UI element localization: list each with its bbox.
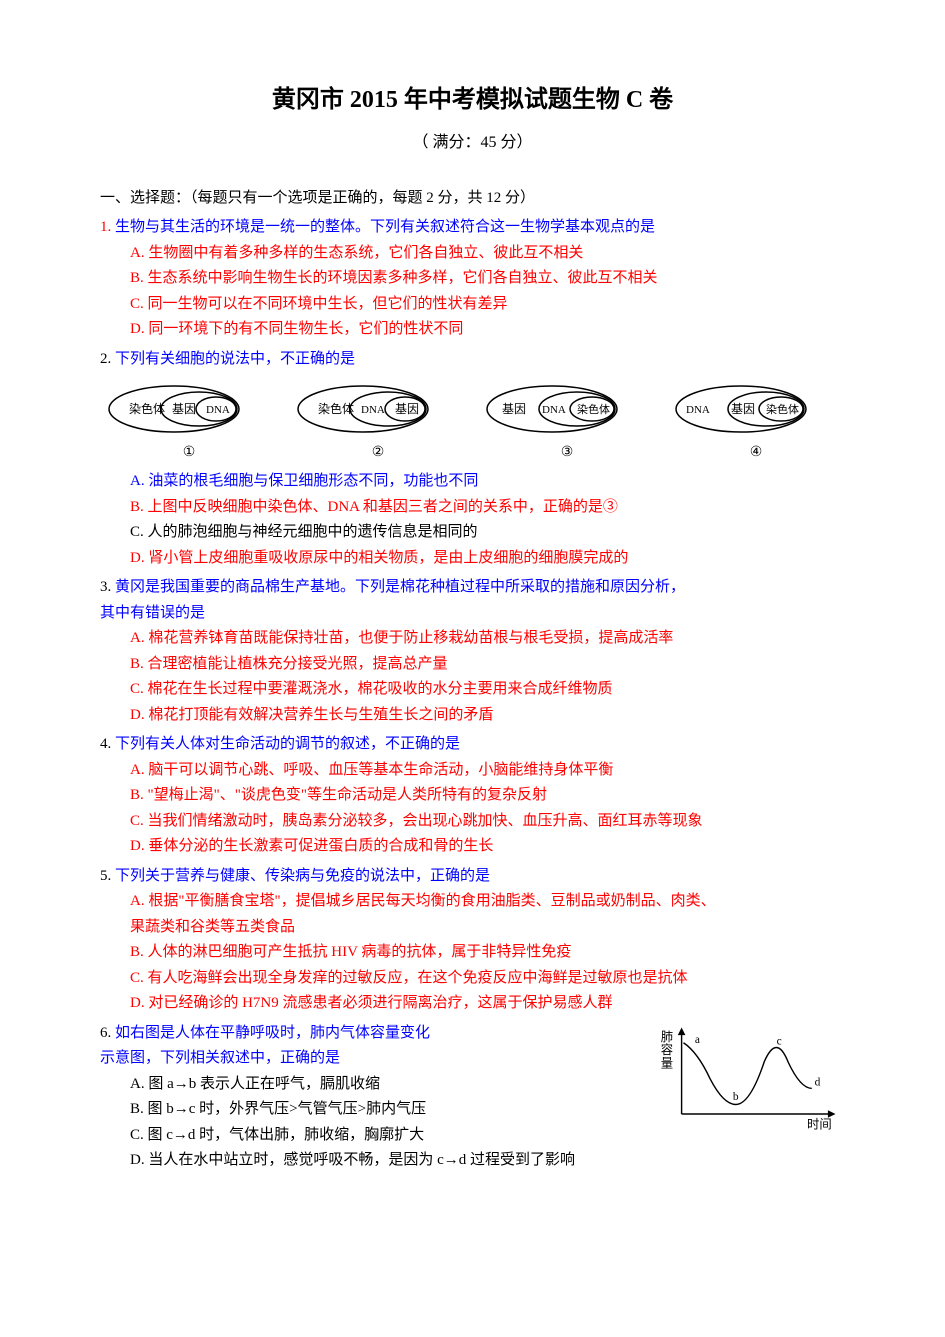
chart-point-d: d xyxy=(815,1076,821,1088)
svg-text:染色体: 染色体 xyxy=(318,401,354,416)
q1-stem: 生物与其生活的环境是一统一的整体。下列有关叙述符合这一生物学基本观点的是 xyxy=(115,219,655,235)
q2-option-b: B. 上图中反映细胞中染色体、DNA 和基因三者之间的关系中，正确的是③ xyxy=(100,495,845,521)
q3-option-b: B. 合理密植能让植株充分接受光照，提高总产量 xyxy=(100,652,845,678)
q4-num: 4. xyxy=(100,736,115,752)
chart-ylabel-2: 容 xyxy=(661,1042,673,1057)
q1-option-a: A. 生物圈中有着多种多样的生态系统，它们各自独立、彼此互不相关 xyxy=(100,241,845,267)
q1-option-b: B. 生态系统中影响生物生长的环境因素多种多样，它们各自独立、彼此互不相关 xyxy=(100,266,845,292)
svg-text:染色体: 染色体 xyxy=(766,402,799,416)
venn-label-1: ① xyxy=(183,441,196,465)
chart-point-c: c xyxy=(777,1035,782,1047)
q2-stem: 下列有关细胞的说法中，不正确的是 xyxy=(115,351,355,367)
venn1-inner: DNA xyxy=(206,404,230,416)
q2-num: 2. xyxy=(100,351,115,367)
q3-option-c: C. 棉花在生长过程中要灌溉浇水，棉花吸收的水分主要用来合成纤维物质 xyxy=(100,677,845,703)
q3-stem2: 其中有错误的是 xyxy=(100,601,845,627)
q6-option-d: D. 当人在水中站立时，感觉呼吸不畅，是因为 c→d 过程受到了影响 xyxy=(100,1148,845,1174)
q1-option-c: C. 同一生物可以在不同环境中生长，但它们的性状有差异 xyxy=(100,292,845,318)
q1-option-d: D. 同一环境下的有不同生物生长，它们的性状不同 xyxy=(100,317,845,343)
venn-label-3: ③ xyxy=(561,441,574,465)
q5-stem: 下列关于营养与健康、传染病与免疫的说法中，正确的是 xyxy=(115,868,490,884)
chart-point-a: a xyxy=(695,1034,700,1046)
svg-text:基因: 基因 xyxy=(395,402,419,416)
lung-volume-chart: 肺 容 量 a b c d 时间 xyxy=(655,1021,845,1141)
q5-num: 5. xyxy=(100,868,115,884)
q3-stem: 黄冈是我国重要的商品棉生产基地。下列是棉花种植过程中所采取的措施和原因分析， xyxy=(115,579,685,595)
q6-stem: 如右图是人体在平静呼吸时，肺内气体容量变化 xyxy=(115,1025,430,1041)
svg-text:染色体: 染色体 xyxy=(577,402,610,416)
q5-option-c: C. 有人吃海鲜会出现全身发痒的过敏反应，在这个免疫反应中海鲜是过敏原也是抗体 xyxy=(100,966,845,992)
q6-option-c: C. 图 c→d 时，气体出肺，肺收缩，胸廓扩大 xyxy=(100,1123,645,1149)
question-6: 6. 如右图是人体在平静呼吸时，肺内气体容量变化 示意图，下列相关叙述中，正确的… xyxy=(100,1021,845,1174)
q3-option-a: A. 棉花营养钵育苗既能保持壮苗，也便于防止移栽幼苗根与根毛受损，提高成活率 xyxy=(100,626,845,652)
section-header: 一、选择题：（每题只有一个选项是正确的，每题 2 分，共 12 分） xyxy=(100,186,845,212)
q5-option-b: B. 人体的淋巴细胞可产生抵抗 HIV 病毒的抗体，属于非特异性免疫 xyxy=(100,940,845,966)
q6-option-a: A. 图 a→b 表示人正在呼气，膈肌收缩 xyxy=(100,1072,645,1098)
q5-option-d: D. 对已经确诊的 H7N9 流感患者必须进行隔离治疗，这属于保护易感人群 xyxy=(100,991,845,1017)
chart-xlabel: 时间 xyxy=(807,1117,832,1131)
question-4: 4. 下列有关人体对生命活动的调节的叙述，不正确的是 A. 脑干可以调节心跳、呼… xyxy=(100,732,845,860)
q3-option-d: D. 棉花打顶能有效解决营养生长与生殖生长之间的矛盾 xyxy=(100,703,845,729)
q6-num: 6. xyxy=(100,1025,115,1041)
q4-option-d: D. 垂体分泌的生长激素可促进蛋白质的合成和骨的生长 xyxy=(100,834,845,860)
venn-1: 染色体 基因 DNA ① xyxy=(104,382,274,465)
q6-stem2: 示意图，下列相关叙述中，正确的是 xyxy=(100,1046,645,1072)
q2-option-d: D. 肾小管上皮细胞重吸收原尿中的相关物质，是由上皮细胞的细胞膜完成的 xyxy=(100,546,845,572)
svg-text:DNA: DNA xyxy=(361,404,385,416)
page-title: 黄冈市 2015 年中考模拟试题生物 C 卷 xyxy=(100,80,845,121)
chart-ylabel-3: 量 xyxy=(661,1056,673,1070)
chart-point-b: b xyxy=(733,1091,739,1103)
q1-num: 1. xyxy=(100,219,115,235)
venn-diagram-row: 染色体 基因 DNA ① 染色体 DNA 基因 ② 基因 D xyxy=(100,382,845,465)
venn-3: 基因 DNA 染色体 ③ xyxy=(482,382,652,465)
q3-num: 3. xyxy=(100,579,115,595)
venn1-outer: 染色体 xyxy=(129,401,165,416)
q2-option-c: C. 人的肺泡细胞与神经元细胞中的遗传信息是相同的 xyxy=(100,520,845,546)
q4-stem: 下列有关人体对生命活动的调节的叙述，不正确的是 xyxy=(115,736,460,752)
q4-option-c: C. 当我们情绪激动时，胰岛素分泌较多，会出现心跳加快、血压升高、面红耳赤等现象 xyxy=(100,809,845,835)
chart-ylabel-1: 肺 xyxy=(661,1030,673,1044)
question-1: 1. 生物与其生活的环境是一统一的整体。下列有关叙述符合这一生物学基本观点的是 … xyxy=(100,215,845,343)
venn-label-2: ② xyxy=(372,441,385,465)
q2-option-a: A. 油菜的根毛细胞与保卫细胞形态不同，功能也不同 xyxy=(100,469,845,495)
question-3: 3. 黄冈是我国重要的商品棉生产基地。下列是棉花种植过程中所采取的措施和原因分析… xyxy=(100,575,845,728)
q4-option-a: A. 脑干可以调节心跳、呼吸、血压等基本生命活动，小脑能维持身体平衡 xyxy=(100,758,845,784)
question-2: 2. 下列有关细胞的说法中，不正确的是 染色体 基因 DNA ① 染色体 DNA… xyxy=(100,347,845,571)
svg-text:基因: 基因 xyxy=(502,402,526,416)
venn1-mid: 基因 xyxy=(172,402,196,416)
svg-text:基因: 基因 xyxy=(731,402,755,416)
q6-option-b: B. 图 b→c 时，外界气压>气管气压>肺内气压 xyxy=(100,1097,645,1123)
svg-text:DNA: DNA xyxy=(686,404,710,416)
venn-4: DNA 基因 染色体 ④ xyxy=(671,382,841,465)
question-5: 5. 下列关于营养与健康、传染病与免疫的说法中，正确的是 A. 根据"平衡膳食宝… xyxy=(100,864,845,1017)
page-subtitle: （ 满分：45 分） xyxy=(100,129,845,156)
q4-option-b: B. "望梅止渴"、"谈虎色变"等生命活动是人类所特有的复杂反射 xyxy=(100,783,845,809)
venn-2: 染色体 DNA 基因 ② xyxy=(293,382,463,465)
venn-label-4: ④ xyxy=(750,441,763,465)
q5-option-a2: 果蔬类和谷类等五类食品 xyxy=(100,915,845,941)
q5-option-a: A. 根据"平衡膳食宝塔"，提倡城乡居民每天均衡的食用油脂类、豆制品或奶制品、肉… xyxy=(100,889,845,915)
svg-text:DNA: DNA xyxy=(542,404,566,416)
